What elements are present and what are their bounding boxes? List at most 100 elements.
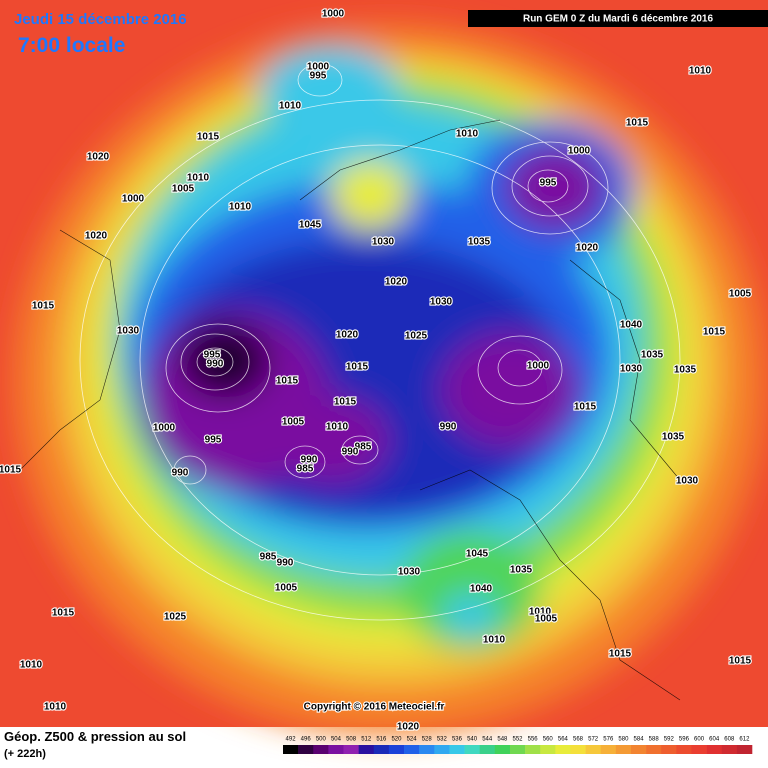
pressure-label: 995 xyxy=(204,350,221,361)
colorbar-label: 532 xyxy=(437,737,448,743)
run-box xyxy=(468,10,768,27)
copyright: Copyright © 2016 Meteociel.fr xyxy=(304,702,445,713)
pressure-label: 1035 xyxy=(641,350,664,361)
pressure-label: 1020 xyxy=(85,231,108,242)
colorbar-swatch xyxy=(615,745,632,754)
colorbar-swatch xyxy=(328,745,344,754)
pressure-label: 1015 xyxy=(32,301,55,312)
geopotential-field xyxy=(15,25,765,735)
colorbar-label: 584 xyxy=(634,737,645,743)
pressure-label: 1000 xyxy=(122,194,145,205)
pressure-label: 995 xyxy=(205,435,222,446)
pressure-label: 1020 xyxy=(336,330,359,341)
pressure-label: 1000 xyxy=(527,361,550,372)
colorbar-label: 492 xyxy=(286,737,297,743)
pressure-label: 990 xyxy=(172,468,189,479)
pressure-label: 985 xyxy=(260,552,277,563)
colorbar-swatch xyxy=(540,745,556,754)
colorbar-label: 592 xyxy=(664,737,675,743)
pressure-label: 1035 xyxy=(468,237,491,248)
colorbar-swatch xyxy=(646,745,662,754)
pressure-label: 1010 xyxy=(229,202,252,213)
date: Jeudi 15 décembre 2016 xyxy=(14,11,187,28)
map: 1000100099510101015102010101005100010101… xyxy=(0,0,768,735)
pressure-label: 985 xyxy=(297,464,314,475)
pressure-label: 990 xyxy=(207,359,224,370)
time: 7:00 locale xyxy=(18,34,125,57)
colorbar-swatch xyxy=(736,745,753,754)
colorbar-label: 596 xyxy=(679,737,690,743)
colorbar-swatch xyxy=(358,745,375,754)
pressure-label: 1035 xyxy=(510,565,533,576)
pressure-label: 1030 xyxy=(430,297,453,308)
colorbar-swatch xyxy=(661,745,677,754)
pressure-label: 1010 xyxy=(187,173,210,184)
colorbar-label: 600 xyxy=(694,737,705,743)
pressure-label: 1015 xyxy=(609,649,632,660)
colorbar-swatch xyxy=(434,745,450,754)
pressure-label: 1005 xyxy=(282,417,305,428)
colorbar-swatch xyxy=(525,745,541,754)
pressure-label: 1030 xyxy=(620,364,643,375)
pressure-label: 1025 xyxy=(164,612,187,623)
pressure-label: 1015 xyxy=(52,608,75,619)
colorbar-label: 516 xyxy=(376,737,387,743)
isobars xyxy=(79,63,681,621)
colorbar-swatch xyxy=(373,745,390,754)
pressure-label: 1000 xyxy=(307,62,330,73)
pressure-label: 1010 xyxy=(20,660,43,671)
pressure-label: 1015 xyxy=(574,402,597,413)
pressure-label: 1030 xyxy=(398,567,421,578)
colorbar-label: 560 xyxy=(543,737,554,743)
colorbar-swatch xyxy=(479,745,496,754)
pressure-label: 995 xyxy=(310,71,327,82)
pressure-label: 1010 xyxy=(44,702,67,713)
colorbar-label: 552 xyxy=(512,737,523,743)
pressure-label: 1015 xyxy=(0,465,22,476)
colorbar-swatch xyxy=(570,745,586,754)
pressure-label: 1010 xyxy=(529,607,552,618)
pressure-label: 1015 xyxy=(703,327,726,338)
pressure-label: 1005 xyxy=(729,289,752,300)
colorbar-swatch xyxy=(706,745,723,754)
pressure-label: 985 xyxy=(355,442,372,453)
colorbar-label: 536 xyxy=(452,737,463,743)
colorbar-label: 500 xyxy=(316,737,327,743)
colorbar-swatch xyxy=(419,745,435,754)
pressure-label: 1010 xyxy=(279,101,302,112)
pressure-label: 1030 xyxy=(117,326,140,337)
pressure-label: 1035 xyxy=(662,432,685,443)
colorbar-swatch xyxy=(404,745,420,754)
colorbar-swatch xyxy=(555,745,571,754)
colorbar-swatch xyxy=(630,745,647,754)
colorbar-label: 556 xyxy=(528,737,539,743)
pressure-label: 1010 xyxy=(456,129,479,140)
colorbar-swatch xyxy=(676,745,692,754)
colorbar-label: 604 xyxy=(709,737,720,743)
pressure-label: 1015 xyxy=(334,397,357,408)
colorbar-swatch xyxy=(585,745,602,754)
pressure-label: 1020 xyxy=(385,277,408,288)
pressure-label: 1000 xyxy=(568,146,591,157)
pressure-label: 1005 xyxy=(535,614,558,625)
pressure-labels: 1000100099510101015102010101005100010101… xyxy=(0,8,753,734)
pressure-label: 1005 xyxy=(275,583,298,594)
pressure-label: 1025 xyxy=(405,331,428,342)
colorbar-label: 564 xyxy=(558,737,569,743)
colorbar-swatch xyxy=(283,745,299,754)
pressure-label: 1030 xyxy=(676,476,699,487)
run-text: Run GEM 0 Z du Mardi 6 décembre 2016 xyxy=(523,14,713,25)
colorbar-label: 540 xyxy=(467,737,478,743)
colorbar-swatch xyxy=(600,745,617,754)
colorbar-label: 544 xyxy=(482,737,493,743)
colorbar-swatch xyxy=(313,745,329,754)
colorbar-label: 508 xyxy=(346,737,357,743)
colorbar-label: 580 xyxy=(618,737,629,743)
colorbar: 492 496 500 504 508 512 516 520 524 528 532 536 540 5… xyxy=(283,737,753,754)
colorbar-label: 588 xyxy=(649,737,660,743)
footer-lead: (+ 222h) xyxy=(4,748,46,760)
pressure-label: 1020 xyxy=(87,152,110,163)
pressure-label: 1035 xyxy=(674,365,697,376)
colorbar-label: 576 xyxy=(603,737,614,743)
